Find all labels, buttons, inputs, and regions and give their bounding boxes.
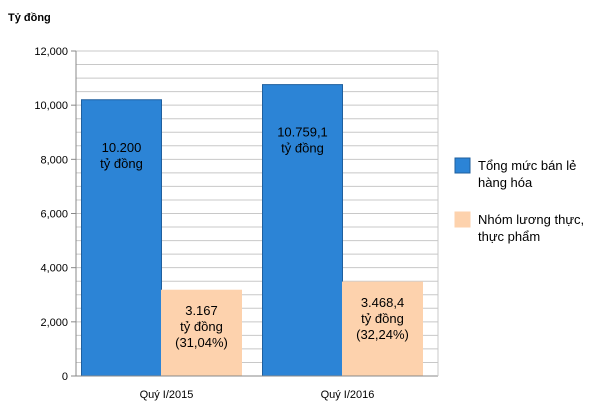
data-label: tỷ đồng xyxy=(361,311,404,326)
y-tick-label: 8,000 xyxy=(40,154,68,166)
data-label: 10.200 xyxy=(102,140,142,155)
legend-swatch-luong-thuc xyxy=(454,211,471,228)
data-label: 3.468,4 xyxy=(361,295,404,310)
data-label: tỷ đồng xyxy=(281,141,324,156)
axes xyxy=(75,51,439,377)
x-category-label: Quý I/2015 xyxy=(140,389,194,401)
y-axis-label: Tỷ đồng xyxy=(8,12,51,24)
y-axis-ticks: 0 2,000 4,000 6,000 8,000 10,000 12,000 xyxy=(34,46,76,383)
y-tick-label: 2,000 xyxy=(40,317,68,329)
data-label: 10.759,1 xyxy=(277,125,328,140)
data-label: (31,04%) xyxy=(175,335,228,350)
y-tick-label: 10,000 xyxy=(34,100,68,112)
bars xyxy=(81,84,423,377)
bar-tong-muc-0 xyxy=(81,99,162,377)
data-label: 3.167 xyxy=(185,303,218,318)
bar-luong-thuc-0 xyxy=(161,289,242,377)
x-axis-categories: Quý I/2015 Quý I/2016 xyxy=(140,389,375,401)
legend-label: thực phẩm xyxy=(478,229,540,244)
legend: Tổng mức bán lẻ hàng hóa Nhóm lương thực, t… xyxy=(454,157,584,244)
legend-swatch-tong-muc xyxy=(454,157,471,174)
legend-label: Nhóm lương thực, xyxy=(478,212,584,227)
y-tick-label: 12,000 xyxy=(34,46,68,58)
y-tick-label: 0 xyxy=(62,371,68,383)
legend-label: Tổng mức bán lẻ xyxy=(478,158,576,173)
data-label: (32,24%) xyxy=(356,327,409,342)
legend-label: hàng hóa xyxy=(478,175,533,190)
y-tick-label: 6,000 xyxy=(40,209,68,221)
y-tick-label: 4,000 xyxy=(40,263,68,275)
data-label: tỷ đồng xyxy=(180,319,223,334)
bar-luong-thuc-1 xyxy=(342,281,423,377)
data-label: tỷ đồng xyxy=(100,156,143,171)
x-category-label: Quý I/2016 xyxy=(321,389,375,401)
